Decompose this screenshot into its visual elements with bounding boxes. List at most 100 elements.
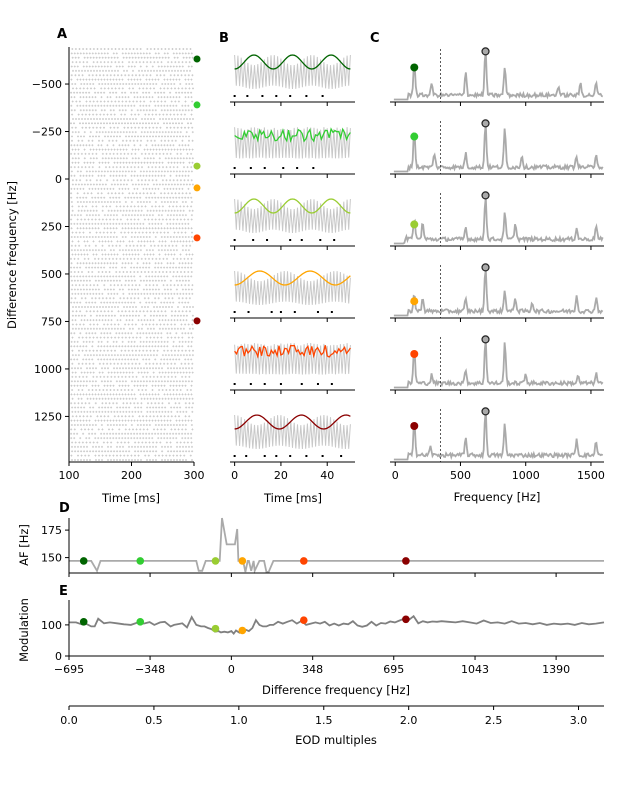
raster-row bbox=[71, 284, 194, 287]
eod-peak-marker bbox=[481, 335, 490, 344]
modulation-marker bbox=[238, 626, 247, 635]
af-marker bbox=[238, 557, 247, 565]
x-tick-label: 1000 bbox=[512, 469, 540, 482]
eod-peak-marker bbox=[481, 407, 490, 416]
eod-peak-marker bbox=[481, 263, 490, 272]
raster-row bbox=[70, 227, 193, 230]
x-tick-label: 200 bbox=[121, 469, 142, 482]
raster-row bbox=[71, 445, 193, 448]
x-tick-label: 3.0 bbox=[570, 714, 588, 727]
raster-row bbox=[70, 109, 193, 112]
y-tick-label: 250 bbox=[41, 220, 62, 233]
spike-marker bbox=[321, 95, 324, 97]
raster-row bbox=[70, 358, 193, 361]
panel-c-row bbox=[390, 191, 604, 250]
y-tick-label: 1250 bbox=[34, 410, 62, 423]
x-tick-label: 500 bbox=[450, 469, 471, 482]
raster-row bbox=[70, 393, 193, 396]
raster-row bbox=[70, 432, 193, 435]
spike-marker bbox=[233, 311, 236, 313]
raster-row bbox=[71, 209, 194, 212]
x-tick-label: 0.5 bbox=[145, 714, 163, 727]
envelope-trace bbox=[234, 344, 351, 359]
raster-row bbox=[70, 454, 192, 457]
af-marker bbox=[402, 557, 410, 565]
envelope-trace bbox=[234, 127, 351, 143]
spike-marker bbox=[321, 455, 324, 457]
raster-row bbox=[71, 139, 194, 142]
panel-label-b: B bbox=[219, 31, 229, 46]
raster-row bbox=[71, 231, 193, 234]
raster-row bbox=[71, 179, 193, 182]
panel-a-xlabel: Time [ms] bbox=[101, 491, 160, 505]
raster-row bbox=[70, 192, 191, 195]
beat-peak-marker bbox=[410, 132, 419, 141]
raster-row bbox=[70, 222, 190, 225]
raster-row bbox=[70, 279, 190, 282]
raster-row bbox=[70, 174, 190, 177]
raster-row bbox=[71, 406, 194, 409]
spike-marker bbox=[247, 311, 250, 313]
panel-c-xlabel: Frequency [Hz] bbox=[454, 490, 541, 504]
raster-row bbox=[70, 288, 193, 291]
spike-marker bbox=[279, 383, 282, 385]
eod-peak-marker bbox=[481, 119, 490, 128]
raster-row bbox=[71, 135, 190, 138]
raster-row bbox=[70, 257, 193, 260]
raster-row bbox=[71, 56, 194, 59]
raster-row bbox=[70, 201, 193, 203]
spike-marker bbox=[233, 455, 236, 457]
spectrum-trace bbox=[393, 339, 604, 389]
af-line bbox=[69, 517, 604, 575]
spike-marker bbox=[270, 311, 273, 313]
raster-row bbox=[70, 122, 192, 125]
raster-row bbox=[70, 424, 193, 426]
spike-marker bbox=[275, 455, 278, 457]
highlight-marker bbox=[193, 162, 201, 170]
panel-b-traces: 0 20 40 bbox=[230, 54, 355, 482]
raster-row bbox=[71, 362, 194, 365]
spike-marker bbox=[252, 239, 255, 241]
raster-row bbox=[72, 69, 191, 72]
carrier-trace bbox=[234, 414, 351, 450]
spike-marker bbox=[233, 239, 236, 241]
raster-row bbox=[70, 91, 193, 94]
panel-d-af: 150 175 bbox=[41, 517, 604, 577]
raster-row bbox=[70, 249, 190, 252]
modulation-marker bbox=[211, 624, 220, 633]
raster-row bbox=[71, 100, 194, 103]
panel-b-row bbox=[230, 198, 355, 250]
raster-row bbox=[72, 118, 194, 120]
spike-marker bbox=[333, 239, 336, 241]
spike-marker bbox=[246, 95, 249, 97]
x-tick-label: 1390 bbox=[542, 663, 570, 676]
beat-peak-marker bbox=[410, 63, 419, 72]
spike-marker bbox=[319, 239, 322, 241]
spike-marker bbox=[279, 311, 282, 313]
x-tick-label: 0 bbox=[228, 663, 235, 676]
raster-row bbox=[70, 428, 194, 431]
raster-row bbox=[70, 144, 190, 147]
panel-b-xlabel: Time [ms] bbox=[263, 491, 322, 505]
panel-b-row bbox=[230, 270, 355, 322]
carrier-trace bbox=[234, 198, 351, 234]
panel-label-e: E bbox=[59, 584, 68, 599]
raster-row bbox=[71, 415, 191, 418]
spike-marker bbox=[300, 239, 303, 241]
beat-peak-marker bbox=[410, 297, 419, 306]
raster-row bbox=[71, 157, 194, 160]
spike-marker bbox=[296, 167, 299, 169]
spike-marker bbox=[282, 167, 285, 169]
raster-row bbox=[70, 380, 193, 383]
spike-marker bbox=[305, 455, 308, 457]
spike-marker bbox=[249, 383, 252, 385]
panel-d-ylabel: AF [Hz] bbox=[17, 524, 31, 566]
x-tick-label: 0 bbox=[231, 469, 238, 482]
x-tick-label: 695 bbox=[383, 663, 404, 676]
panel-e-ylabel: Modulation bbox=[17, 598, 31, 662]
spike-marker bbox=[293, 311, 296, 313]
raster-row bbox=[71, 397, 194, 400]
raster-row bbox=[71, 83, 194, 85]
panel-label-d: D bbox=[59, 501, 70, 516]
